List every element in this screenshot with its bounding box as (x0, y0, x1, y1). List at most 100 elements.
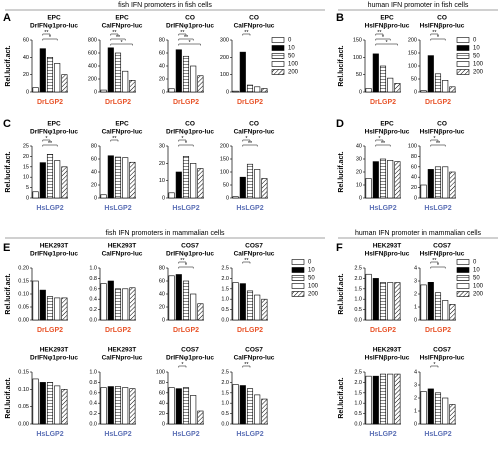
y-tick-label: 0.05 (18, 404, 29, 410)
bar (261, 298, 268, 321)
chart-title: HEK293T (373, 347, 402, 354)
y-label: Rel.lucif.act. (338, 273, 345, 314)
chart-subtitle: HsIFNβpro-luc (420, 355, 465, 362)
bar (246, 163, 254, 199)
bar (197, 303, 204, 321)
y-tick-label: 0.4 (89, 297, 97, 303)
bar (246, 388, 254, 425)
bar (46, 382, 54, 425)
y-tick-label: 20 (159, 304, 165, 310)
bar (427, 169, 434, 199)
x-label: HsLGP2 (36, 431, 63, 438)
y-tick-label: 80 (159, 37, 165, 43)
bar (261, 178, 268, 199)
y-label: Rel.lucif.act. (5, 273, 12, 314)
sig-label: * (433, 136, 436, 142)
sig-label: ** (248, 141, 253, 147)
sig-bracket (375, 144, 391, 147)
panel-letter: F (336, 242, 343, 254)
bar (427, 55, 434, 93)
y-tick-label: 10 (159, 178, 165, 184)
bar (254, 394, 261, 425)
bar (365, 273, 372, 321)
y-tick-label: 0.0 (221, 421, 229, 427)
y-tick-label: 2.5 (354, 265, 362, 271)
sig-label: * (437, 35, 440, 41)
chart-subtitle: DrIFNφ1pro-luc (30, 355, 78, 362)
y-tick-label: 100 (353, 55, 362, 61)
y-tick-label: 0.5 (354, 307, 362, 313)
sig-bracket (242, 261, 251, 264)
bar (32, 87, 39, 93)
chart-title: CO (437, 15, 447, 22)
y-tick-label: 0.15 (18, 369, 29, 375)
sig-label: ** (436, 141, 441, 147)
y-tick-label: 2.0 (354, 380, 362, 386)
sig-bracket (242, 144, 258, 147)
y-tick-label: 0.00 (18, 421, 29, 427)
y-tick-label: 4 (414, 265, 417, 271)
bar (39, 382, 46, 425)
bar (239, 176, 246, 199)
bar (61, 389, 68, 425)
y-tick-label: 100 (220, 169, 229, 175)
x-label: DrLGP2 (173, 99, 199, 106)
bar (232, 282, 239, 321)
y-tick-label: 0.15 (18, 278, 29, 284)
y-tick-label: 60 (159, 278, 165, 284)
chart-subtitle: HsIFNβpro-luc (365, 251, 410, 258)
x-label: HsLGP2 (369, 431, 396, 438)
sig-label: * (433, 362, 436, 368)
bar (182, 280, 190, 321)
panel-letter: C (3, 118, 11, 130)
bar (54, 160, 61, 199)
bar (420, 284, 427, 321)
sig-label: ** (432, 258, 437, 264)
y-tick-label: 1.5 (354, 390, 362, 396)
y-tick-label: 0 (414, 89, 417, 95)
legend-swatch (271, 37, 285, 43)
sig-bracket (242, 365, 251, 368)
legend-label: 0 (473, 38, 477, 44)
y-tick-label: 40 (356, 143, 362, 149)
bar (420, 184, 427, 199)
bar (175, 49, 182, 93)
y-tick-label: 20 (411, 185, 417, 191)
chart-subtitle: CaIFNpro-luc (234, 251, 275, 258)
x-label: DrLGP2 (237, 99, 263, 106)
bar (372, 161, 379, 199)
bar (434, 166, 442, 199)
y-tick-label: 0.0 (354, 317, 362, 323)
bar (129, 161, 136, 199)
y-tick-label: 1.0 (221, 401, 229, 407)
y-tick-label: 40 (23, 55, 29, 61)
bar (434, 392, 442, 425)
y-tick-label: 60 (23, 37, 29, 43)
y-tick-label: 0 (414, 317, 417, 323)
sig-bracket (110, 33, 119, 36)
bar (246, 290, 254, 321)
bar (190, 65, 197, 93)
section-header: human IFN promoter in fish cells (368, 2, 469, 9)
x-label: HsLGP2 (424, 431, 451, 438)
legend-swatch (271, 45, 285, 51)
bar (239, 283, 246, 321)
bar (232, 196, 239, 199)
panel-letter: B (336, 12, 344, 24)
bar (387, 282, 394, 321)
chart-title: COS7 (433, 243, 451, 250)
bar (394, 282, 401, 321)
sig-label: * (45, 136, 48, 142)
y-tick-label: 2.5 (354, 369, 362, 375)
y-tick-label: 4 (414, 369, 417, 375)
bar (190, 395, 197, 425)
sig-bracket (430, 266, 446, 269)
bar (107, 47, 114, 93)
chart-subtitle: CaIFNpro-luc (102, 129, 143, 136)
sig-label: * (49, 35, 52, 41)
legend-swatch (291, 275, 305, 281)
x-label: HsLGP2 (172, 431, 199, 438)
x-label: DrLGP2 (237, 327, 263, 334)
y-tick-label: 5 (26, 185, 29, 191)
legend-swatch (271, 61, 285, 67)
